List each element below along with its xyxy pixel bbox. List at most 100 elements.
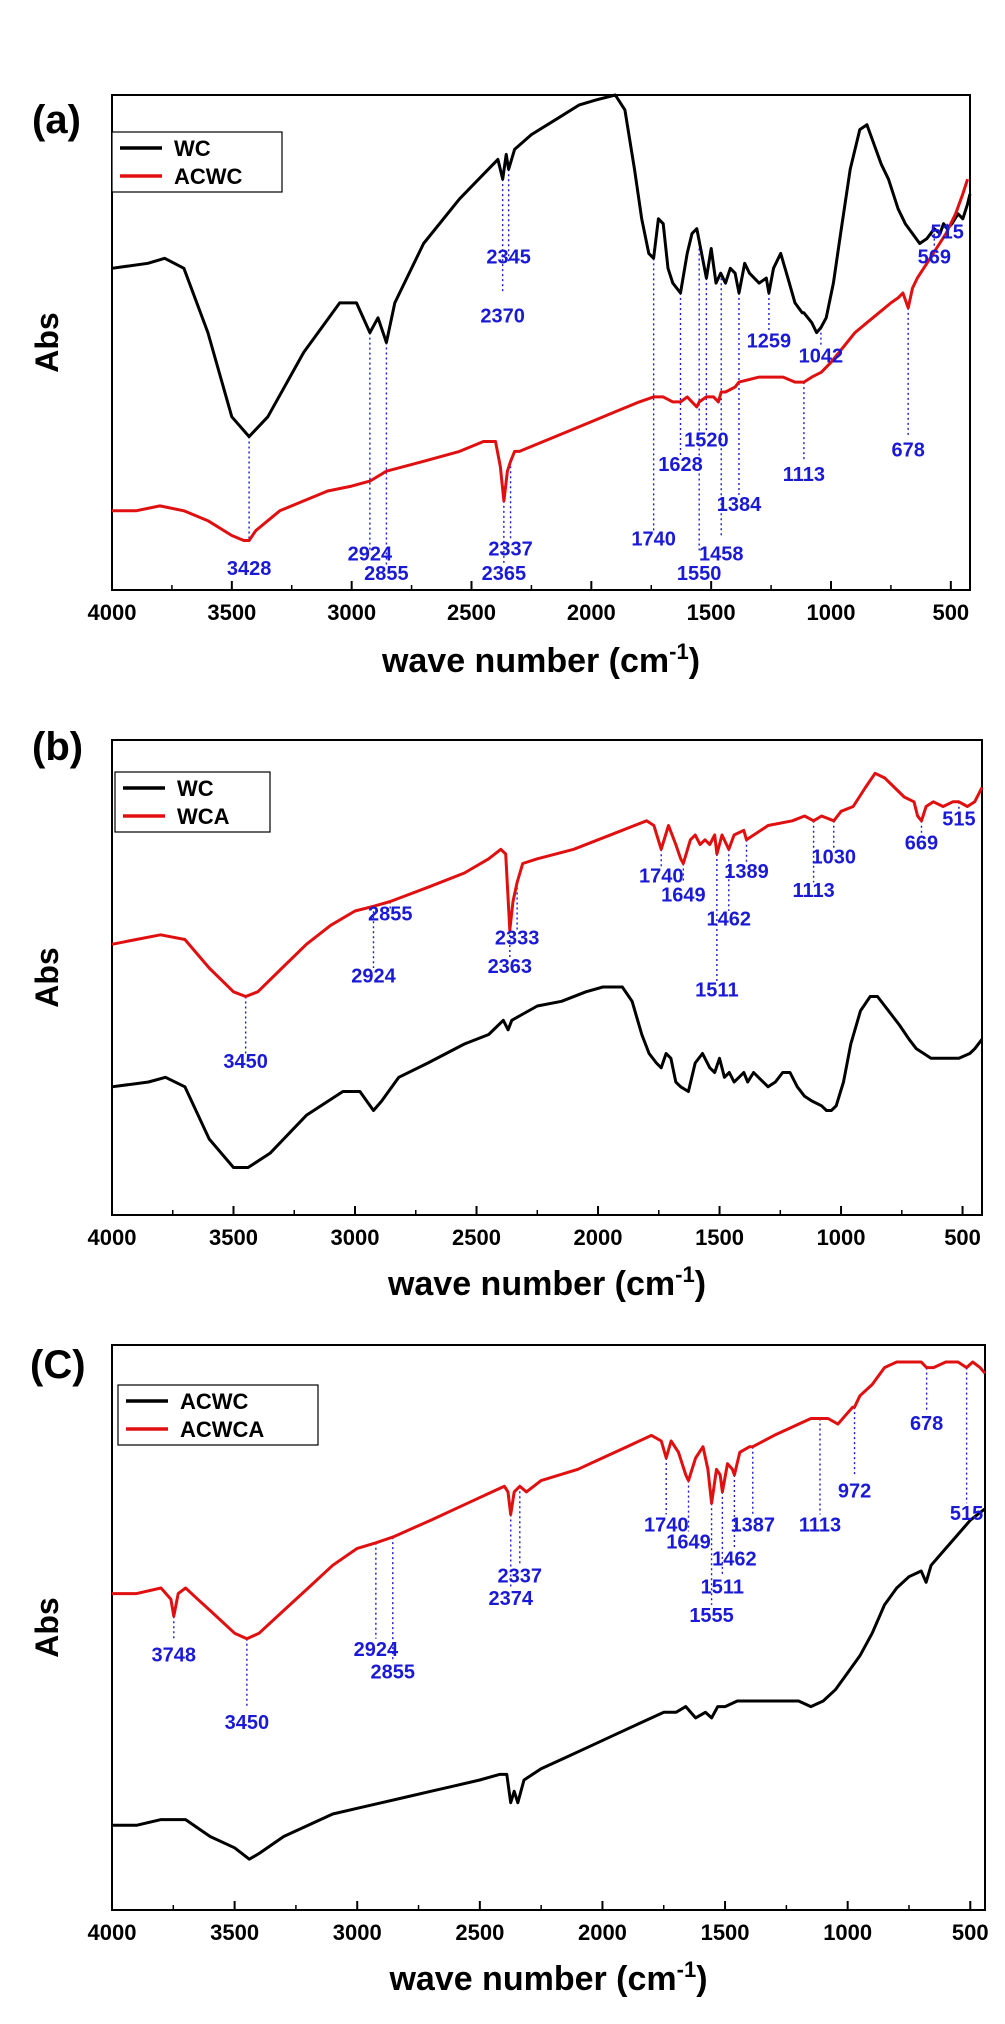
annotation-label: 1628 [658,454,703,476]
legend-label: ACWC [174,164,243,189]
x-axis-title-sup: -1 [677,1957,697,1982]
legend-label: ACWCA [180,1417,264,1442]
x-tick-label: 3500 [209,1225,258,1250]
x-tick-label: 2000 [567,600,616,625]
annotation-label: 2374 [488,1588,533,1610]
x-tick-label: 4000 [88,1920,137,1945]
annotation-label: 515 [931,222,964,244]
annotation-label: 2855 [368,904,413,926]
x-axis-title-sup: -1 [675,1262,695,1287]
annotation-label: 3450 [225,1712,270,1734]
annotation-label: 2337 [498,1565,543,1587]
x-tick-label: 3000 [333,1920,382,1945]
legend: WC ACWC [111,131,283,193]
panel-b: (b) 4000 3500 3000 2500 2000 1500 1000 500 wave n… [29,725,984,1303]
x-tick-label: 4000 [88,600,137,625]
annotation-label: 1389 [724,861,769,883]
annotation-label: 1649 [661,885,706,907]
annotation-label: 2924 [348,543,393,565]
series-line-acwca [112,1360,987,1641]
x-tick-label: 3500 [210,1920,259,1945]
series-line-acwc [112,178,970,542]
annotation-label: 1740 [644,1514,689,1536]
annotation-label: 515 [942,809,975,831]
legend-box [111,131,283,193]
x-axis-title-close: ) [695,1265,706,1303]
annotation-label: 1113 [783,464,825,486]
annotation-label: 1462 [707,908,752,930]
annotation-label: 678 [891,439,924,461]
y-axis-title: Abs [29,947,65,1007]
annotation-label: 1113 [799,1514,841,1536]
x-tick-label: 500 [932,600,969,625]
annotation-label: 1042 [799,345,844,367]
annotation-label: 1458 [699,543,744,565]
annotation-label: 1259 [747,330,792,352]
legend: WC WCA [114,771,271,833]
x-axis-title: wave number (cm-1) [381,639,700,680]
x-axis-title-base: wave number (cm [388,1960,676,1998]
legend-label: WCA [177,804,230,829]
panel-label: (a) [32,98,81,142]
annotation-label: 1113 [792,880,834,902]
x-tick-label: 2500 [455,1920,504,1945]
x-tick-label: 1500 [687,600,736,625]
panel-a: (a) 4000 3500 3000 2500 2000 1500 1000 500 wave n… [29,93,972,680]
x-axis-title-base: wave number (cm [381,642,669,680]
plot-frame [111,739,983,1216]
series-line-wc [111,985,984,1169]
x-tick-label: 500 [944,1225,981,1250]
y-axis-title: Abs [29,1597,65,1657]
annotation-label: 2370 [480,306,525,328]
annotation-label: 972 [838,1481,871,1503]
x-tick-label: 2000 [574,1225,623,1250]
annotation-label: 515 [950,1503,983,1525]
annotation-label: 1462 [712,1548,757,1570]
x-tick-label: 3000 [331,1225,380,1250]
annotation-label: 2363 [488,956,533,978]
series-line-wca [111,771,984,998]
x-tick-label: 4000 [88,1225,137,1250]
annotation-label: 1030 [812,847,857,869]
annotation-label: 1511 [695,980,738,1002]
x-axis-title-close: ) [696,1960,707,1998]
annotation-label: 1740 [639,866,684,888]
series-line-acwc [112,1507,986,1861]
annotation-label: 669 [905,832,938,854]
x-axis-title-base: wave number (cm [387,1265,675,1303]
legend-box [114,771,271,833]
annotation-label: 1740 [631,528,676,550]
annotation-label: 3428 [227,558,272,580]
annotation-label: 2337 [488,538,533,560]
annotation-label: 3748 [152,1644,197,1666]
plot-frame [111,1344,986,1911]
annotation-label: 2924 [351,965,396,987]
x-tick-label: 1500 [695,1225,744,1250]
x-axis-title-sup: -1 [669,639,689,664]
annotation-label: 1387 [731,1514,776,1536]
annotation-label: 2924 [354,1639,399,1661]
annotation-label: 2365 [482,563,527,585]
x-axis-title-close: ) [689,642,700,680]
y-axis-title: Abs [29,312,65,372]
x-tick-label: 2000 [578,1920,627,1945]
panel-label: (b) [32,725,83,769]
annotation-label: 2855 [371,1661,416,1683]
annotation-label: 2333 [495,927,540,949]
x-tick-label: 3500 [207,600,256,625]
x-tick-label: 3000 [327,600,376,625]
annotation-label: 1384 [717,494,762,516]
x-tick-label: 1000 [817,1225,866,1250]
annotation-label: 1550 [677,563,722,585]
x-tick-label: 2500 [447,600,496,625]
panel-label: (C) [30,1343,86,1387]
annotation-label: 1649 [666,1531,711,1553]
annotation-label: 678 [910,1413,943,1435]
annotation-label: 569 [918,246,951,268]
legend-box [117,1384,319,1446]
annotation-label: 1520 [684,429,729,451]
x-axis-title: wave number (cm-1) [387,1262,706,1303]
plot-frame [111,94,971,591]
series-line-wc [111,93,972,439]
